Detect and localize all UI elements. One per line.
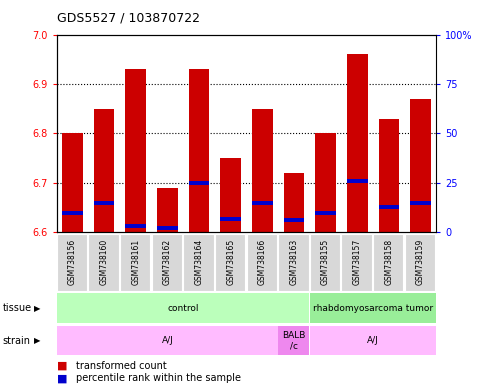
Bar [347, 179, 367, 183]
FancyBboxPatch shape [310, 326, 436, 356]
Bar [157, 226, 177, 230]
FancyBboxPatch shape [341, 233, 372, 291]
FancyBboxPatch shape [278, 233, 309, 291]
Text: control: control [168, 304, 199, 313]
Text: GSM738163: GSM738163 [289, 239, 298, 285]
Bar [94, 109, 114, 232]
Bar [189, 69, 210, 232]
Text: ■: ■ [57, 373, 67, 383]
FancyBboxPatch shape [57, 233, 87, 291]
Text: transformed count: transformed count [76, 361, 167, 371]
Text: GSM738162: GSM738162 [163, 239, 172, 285]
Bar [283, 218, 304, 222]
Text: GSM738166: GSM738166 [258, 239, 267, 285]
FancyBboxPatch shape [373, 233, 403, 291]
Bar [189, 181, 210, 185]
Text: ▶: ▶ [34, 304, 40, 313]
FancyBboxPatch shape [215, 233, 245, 291]
Bar [94, 201, 114, 205]
Bar [410, 99, 431, 232]
Text: GSM738165: GSM738165 [226, 239, 235, 285]
Bar [379, 205, 399, 209]
Bar [220, 158, 241, 232]
Text: GSM738164: GSM738164 [195, 239, 204, 285]
Bar [410, 201, 431, 205]
Text: ■: ■ [57, 361, 67, 371]
Bar [252, 109, 273, 232]
Text: tissue: tissue [2, 303, 32, 313]
Text: GSM738156: GSM738156 [68, 239, 77, 285]
Text: GSM738158: GSM738158 [385, 239, 393, 285]
Text: GSM738157: GSM738157 [352, 239, 362, 285]
Text: ▶: ▶ [34, 336, 40, 345]
Text: GSM738160: GSM738160 [100, 239, 108, 285]
Text: BALB
/c: BALB /c [282, 331, 306, 351]
Bar [283, 173, 304, 232]
Bar [126, 224, 146, 228]
Text: rhabdomyosarcoma tumor: rhabdomyosarcoma tumor [313, 304, 433, 313]
Text: GDS5527 / 103870722: GDS5527 / 103870722 [57, 12, 200, 25]
Bar [347, 55, 367, 232]
FancyBboxPatch shape [88, 233, 119, 291]
Bar [316, 211, 336, 215]
Text: percentile rank within the sample: percentile rank within the sample [76, 373, 242, 383]
FancyBboxPatch shape [310, 233, 340, 291]
Bar [379, 119, 399, 232]
Bar [62, 134, 83, 232]
Bar [316, 134, 336, 232]
Text: A/J: A/J [162, 336, 174, 345]
Bar [126, 69, 146, 232]
Bar [62, 211, 83, 215]
Bar [252, 201, 273, 205]
Bar [220, 217, 241, 221]
FancyBboxPatch shape [57, 326, 278, 356]
FancyBboxPatch shape [246, 233, 277, 291]
FancyBboxPatch shape [279, 326, 310, 356]
Text: strain: strain [2, 336, 31, 346]
FancyBboxPatch shape [183, 233, 213, 291]
Text: A/J: A/J [367, 336, 379, 345]
FancyBboxPatch shape [405, 233, 435, 291]
Text: GSM738159: GSM738159 [416, 239, 425, 285]
FancyBboxPatch shape [120, 233, 150, 291]
Text: GSM738155: GSM738155 [321, 239, 330, 285]
FancyBboxPatch shape [310, 293, 436, 323]
Text: GSM738161: GSM738161 [131, 239, 141, 285]
FancyBboxPatch shape [152, 233, 182, 291]
FancyBboxPatch shape [57, 293, 310, 323]
Bar [157, 188, 177, 232]
